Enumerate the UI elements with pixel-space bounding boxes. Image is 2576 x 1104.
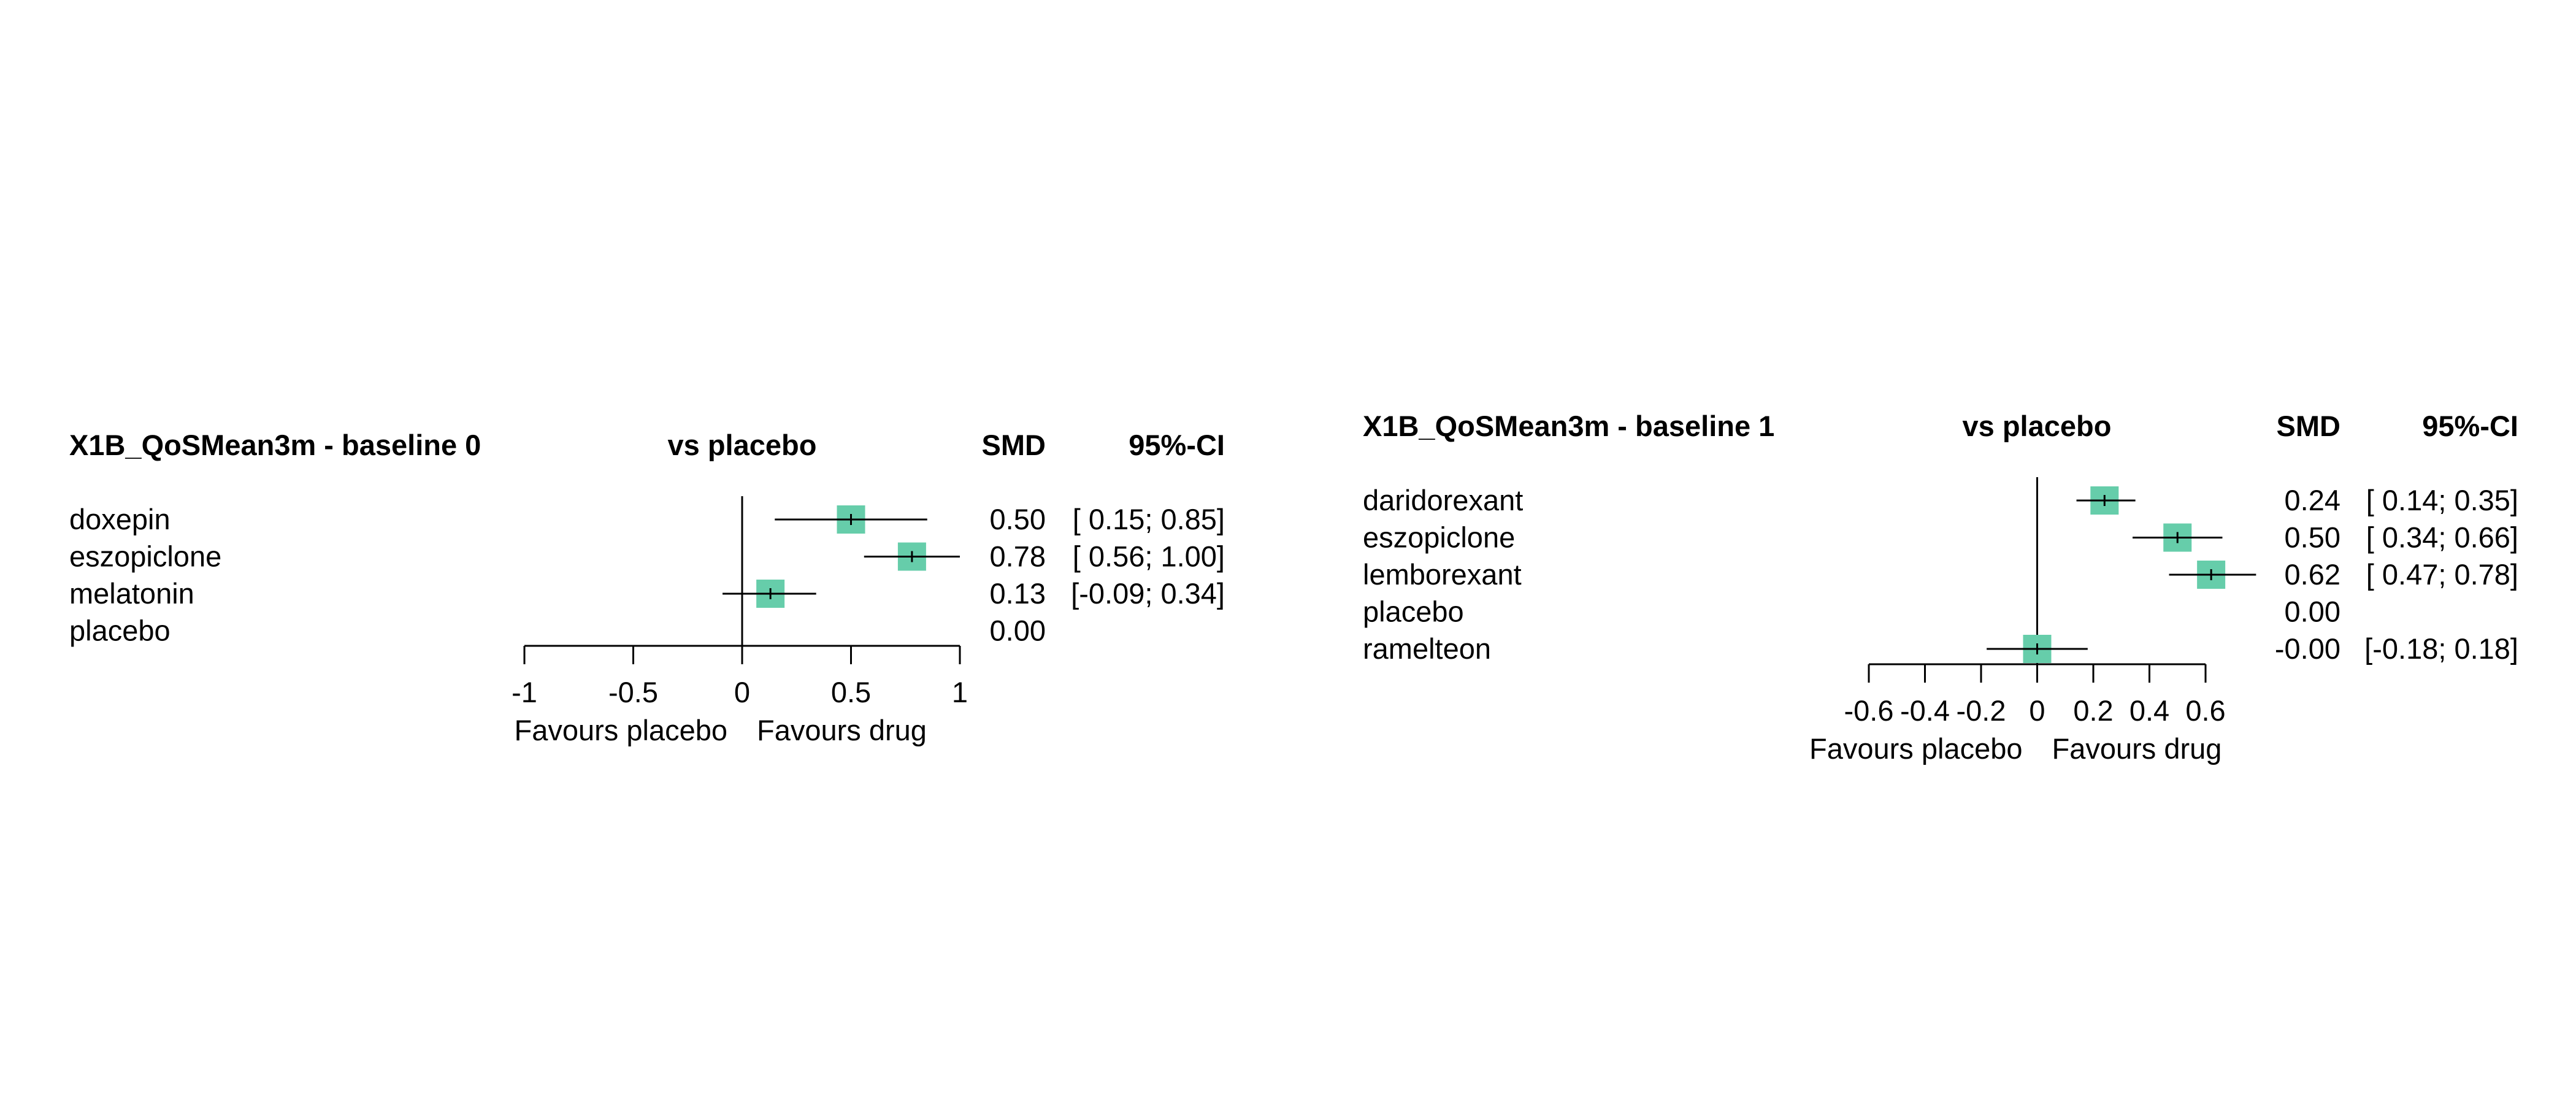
treatment-label: lemborexant	[1363, 558, 1522, 591]
ci-value: [ 0.47; 0.78]	[2366, 558, 2518, 591]
smd-value: -0.00	[2275, 632, 2340, 665]
x-tick-label: 0	[2029, 694, 2045, 727]
smd-value: 0.50	[2285, 521, 2340, 554]
treatment-label: placebo	[69, 615, 171, 647]
ci-header: 95%-CI	[1129, 429, 1225, 461]
x-tick-label: 0.2	[2073, 694, 2113, 727]
x-tick-label: -1	[512, 676, 537, 708]
x-tick-label: 0	[734, 676, 750, 708]
x-tick-label: -0.6	[1844, 694, 1894, 727]
smd-value: 0.13	[990, 577, 1046, 610]
ci-value: [ 0.14; 0.35]	[2366, 484, 2518, 516]
ci-value: [ 0.56; 1.00]	[1073, 540, 1225, 573]
x-tick-label: -0.4	[1900, 694, 1950, 727]
x-tick-label: -0.2	[1957, 694, 2006, 727]
smd-header: SMD	[982, 429, 1046, 461]
ci-header: 95%-CI	[2422, 410, 2518, 442]
smd-value: 0.62	[2285, 558, 2340, 591]
smd-value: 0.78	[990, 540, 1046, 573]
treatment-label: eszopiclone	[69, 540, 221, 573]
smd-value: 0.00	[990, 615, 1046, 647]
ci-value: [-0.18; 0.18]	[2364, 632, 2518, 665]
treatment-label: melatonin	[69, 577, 194, 610]
comparison-header: vs placebo	[1963, 410, 2112, 442]
favours-right-label: Favours drug	[2052, 732, 2222, 765]
smd-value: 0.24	[2285, 484, 2340, 516]
treatment-label: daridorexant	[1363, 484, 1523, 516]
x-tick-label: 0.4	[2129, 694, 2169, 727]
ci-value: [-0.09; 0.34]	[1071, 577, 1225, 610]
smd-header: SMD	[2277, 410, 2340, 442]
x-tick-label: -0.5	[608, 676, 658, 708]
x-tick-label: 0.6	[2185, 694, 2225, 727]
x-tick-label: 0.5	[831, 676, 871, 708]
treatment-label: ramelteon	[1363, 632, 1491, 665]
smd-value: 0.00	[2285, 596, 2340, 628]
ci-value: [ 0.34; 0.66]	[2366, 521, 2518, 554]
treatment-label: eszopiclone	[1363, 521, 1515, 554]
panel-title: X1B_QoSMean3m - baseline 0	[69, 429, 481, 461]
ci-value: [ 0.15; 0.85]	[1073, 503, 1225, 535]
favours-right-label: Favours drug	[757, 714, 927, 746]
panel-title: X1B_QoSMean3m - baseline 1	[1363, 410, 1774, 442]
treatment-label: doxepin	[69, 503, 171, 535]
x-tick-label: 1	[952, 676, 968, 708]
favours-left-label: Favours placebo	[1809, 732, 2022, 765]
comparison-header: vs placebo	[668, 429, 817, 461]
smd-value: 0.50	[990, 503, 1046, 535]
favours-left-label: Favours placebo	[515, 714, 727, 746]
treatment-label: placebo	[1363, 596, 1464, 628]
